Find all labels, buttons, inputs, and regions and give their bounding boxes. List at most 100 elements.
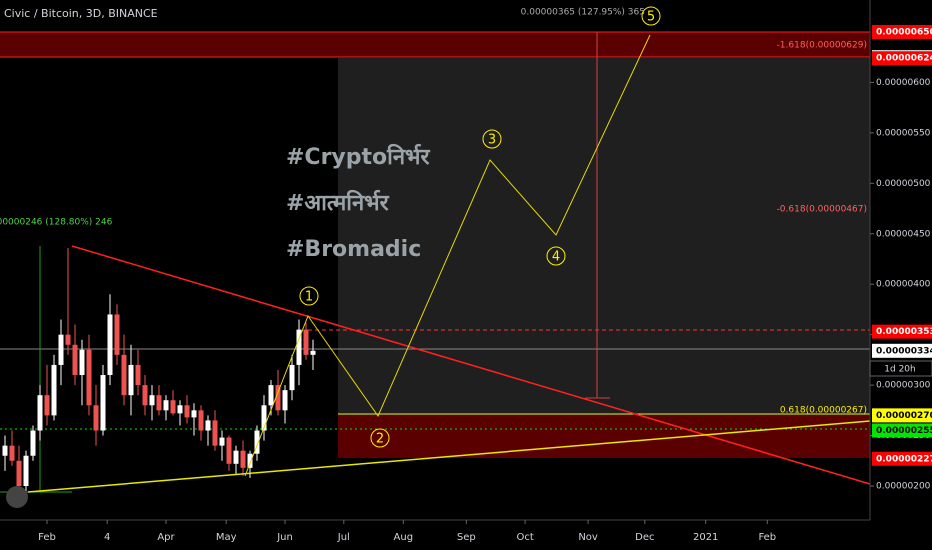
x-tick-label: Apr [157, 532, 175, 543]
candle-body [163, 400, 169, 411]
x-tick-label: Oct [516, 532, 533, 543]
candle-body [156, 395, 162, 411]
wave-path [244, 34, 651, 477]
x-tick-label: Dec [635, 532, 654, 543]
candle-body [247, 453, 253, 468]
fib-label: 0.618(0.00000267) [780, 406, 867, 416]
price-label: 0.00000624 [876, 54, 932, 64]
candle-body [184, 405, 190, 418]
x-tick-label: Jul [337, 532, 350, 543]
candle-body [107, 314, 113, 376]
candle-body [296, 329, 302, 365]
x-tick-label: Aug [394, 532, 414, 543]
candle-body [65, 334, 71, 345]
price-label: 0.00000334 [876, 346, 932, 356]
y-tick-label: 0.00000200 [876, 481, 931, 491]
candle-body [149, 395, 155, 406]
fib-label: -1.618(0.00000629) [777, 41, 867, 51]
candle-body [72, 344, 78, 376]
y-tick-label: 0.00000400 [876, 280, 931, 290]
candle-body [275, 385, 281, 411]
candle-body [114, 314, 120, 355]
candle-body [135, 364, 141, 386]
candle-body [310, 350, 316, 355]
candle-body [289, 364, 295, 391]
price-label-box [872, 51, 932, 66]
wave-circle [299, 286, 319, 306]
price-label: 0.00000650 [876, 27, 932, 37]
wave-circle [641, 6, 661, 26]
candle-body [142, 385, 148, 406]
red-zone-top [0, 32, 870, 57]
price-label-box [872, 343, 932, 358]
x-tick-label: Feb [758, 532, 776, 543]
candle-body [177, 405, 183, 414]
price-label: 0.00000353 [876, 327, 932, 337]
price-label-box [872, 324, 932, 339]
hashtag: #आत्मनिर्भर [286, 189, 390, 216]
wave-label: 2 [376, 432, 384, 447]
trend-line [27, 420, 871, 493]
red-zone-bottom [338, 415, 870, 458]
y-tick-label: 0.00000300 [876, 381, 931, 391]
price-label-box [872, 423, 932, 438]
candle-body [79, 349, 85, 376]
x-tick-label: Feb [38, 532, 56, 543]
candle-body [198, 410, 204, 431]
x-tick-label: 4 [104, 532, 110, 543]
candle-body [58, 334, 64, 365]
candle-body [100, 375, 106, 431]
candle-body [282, 390, 288, 411]
y-tick-label: 0.00000600 [876, 78, 931, 88]
candle-body [30, 430, 36, 456]
candle-body [254, 430, 260, 454]
candle-body [2, 445, 8, 456]
candle-body [93, 405, 99, 431]
y-tick-label: 0.00000500 [876, 179, 931, 189]
price-label-box [872, 451, 932, 466]
candle-body [240, 450, 246, 468]
price-label: 0.00000255 [876, 426, 932, 436]
candle-body [121, 354, 127, 396]
candle-body [219, 437, 225, 446]
candle-body [9, 445, 15, 461]
logo [6, 486, 28, 508]
wave-label: 5 [647, 10, 655, 25]
candle-body [23, 455, 29, 486]
candle-body [303, 329, 309, 355]
hashtag: #Cryptoनिर्भर [286, 143, 431, 170]
chart-title: Civic / Bitcoin, 3D, BINANCE [4, 7, 158, 20]
trend-line [71, 245, 871, 485]
price-label: 0.00000227 [876, 454, 932, 464]
x-tick-label: May [216, 532, 237, 543]
candle-body [37, 395, 43, 431]
price-label-box [872, 408, 932, 423]
x-tick-label: Jun [276, 532, 293, 543]
candle-body [128, 364, 134, 396]
price-label-box [872, 24, 932, 39]
wave-circle [370, 428, 390, 448]
candle-body [212, 420, 218, 446]
candle-body [44, 395, 50, 416]
y-tick-label: 0.00000550 [876, 128, 931, 138]
candle-body [51, 364, 57, 416]
x-tick-label: Nov [578, 532, 598, 543]
measure-label: 0.00000365 (127.95%) 365 [521, 8, 645, 18]
wave-circle [546, 246, 566, 266]
wave-labels [299, 6, 661, 448]
x-tick-label: 2021 [693, 532, 718, 543]
x-tick-label: Sep [457, 532, 476, 543]
fib-label: -0.618(0.00000467) [777, 205, 867, 215]
wave-label: 1 [305, 290, 313, 305]
shaded-zone [338, 58, 870, 415]
candle-body [233, 450, 239, 464]
candle-body [16, 460, 22, 486]
measure-label: 0.00000246 (128.80%) 246 [0, 218, 113, 228]
candle-body [191, 410, 197, 418]
candle-body [205, 420, 211, 431]
candle-body [268, 385, 274, 406]
candle-body [261, 405, 267, 431]
timer: 1d 20h [884, 365, 915, 375]
timer-box [869, 360, 932, 377]
